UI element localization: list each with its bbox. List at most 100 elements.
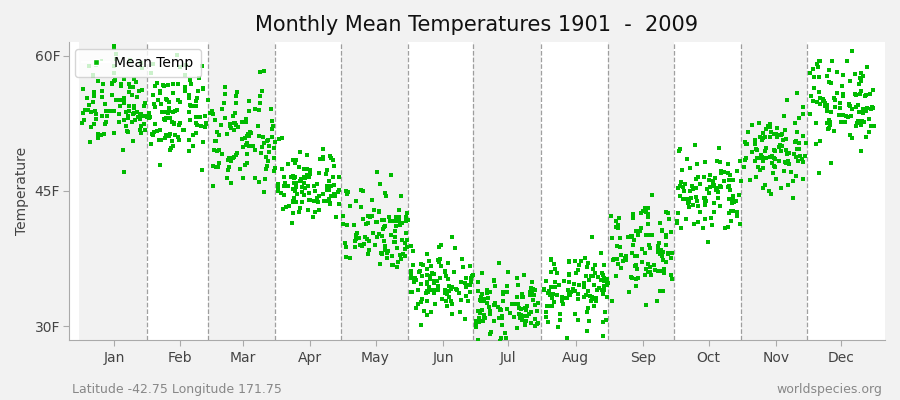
Point bbox=[380, 255, 394, 261]
Point bbox=[729, 209, 743, 216]
Point bbox=[431, 286, 446, 293]
Point bbox=[87, 108, 102, 114]
Point bbox=[292, 149, 307, 155]
Point bbox=[127, 110, 141, 116]
Point bbox=[307, 183, 321, 190]
Point bbox=[546, 290, 561, 297]
Point bbox=[166, 121, 181, 127]
Point bbox=[480, 290, 494, 296]
Point bbox=[218, 90, 232, 97]
Point bbox=[463, 289, 477, 296]
Point bbox=[651, 244, 665, 251]
Point bbox=[820, 73, 834, 79]
Point bbox=[626, 210, 640, 217]
Point bbox=[196, 139, 211, 145]
Point bbox=[424, 309, 438, 316]
Point bbox=[292, 205, 307, 211]
Point bbox=[698, 195, 713, 201]
Point bbox=[850, 102, 865, 108]
Point bbox=[676, 196, 690, 202]
Point bbox=[289, 191, 303, 197]
Point bbox=[155, 109, 169, 115]
Point bbox=[659, 259, 673, 266]
Point bbox=[122, 108, 136, 114]
Point bbox=[854, 70, 868, 76]
Point bbox=[445, 301, 459, 307]
Point bbox=[310, 196, 324, 202]
Point bbox=[158, 109, 172, 115]
Point bbox=[271, 185, 285, 191]
Point bbox=[832, 105, 847, 111]
Point bbox=[162, 104, 176, 111]
Point bbox=[806, 98, 820, 104]
Point bbox=[494, 307, 508, 313]
Point bbox=[673, 193, 688, 200]
Point bbox=[464, 277, 478, 284]
Point bbox=[119, 122, 133, 129]
Point bbox=[792, 115, 806, 122]
Point bbox=[555, 301, 570, 307]
Bar bbox=[742, 42, 806, 340]
Point bbox=[229, 99, 243, 106]
Point bbox=[248, 175, 262, 181]
Point bbox=[514, 314, 528, 320]
Point bbox=[665, 276, 680, 282]
Point bbox=[288, 174, 302, 181]
Point bbox=[320, 185, 334, 192]
Point bbox=[428, 287, 442, 294]
Point bbox=[210, 129, 224, 135]
Point bbox=[510, 294, 525, 300]
Point bbox=[87, 88, 102, 95]
Point bbox=[830, 68, 844, 75]
Point bbox=[725, 208, 740, 214]
Point bbox=[161, 82, 176, 88]
Point bbox=[634, 210, 648, 216]
Point bbox=[472, 310, 487, 316]
Point bbox=[508, 301, 522, 307]
Point bbox=[421, 288, 436, 295]
Point bbox=[774, 132, 788, 138]
Point bbox=[208, 137, 222, 144]
Point bbox=[167, 108, 182, 114]
Point bbox=[253, 100, 267, 106]
Point bbox=[130, 94, 145, 100]
Point bbox=[616, 257, 631, 264]
Point bbox=[651, 249, 665, 256]
Point bbox=[480, 287, 494, 293]
Point bbox=[86, 98, 100, 105]
Point bbox=[160, 108, 175, 115]
Point bbox=[288, 188, 302, 194]
Point bbox=[772, 158, 787, 164]
Point bbox=[469, 324, 483, 330]
Point bbox=[742, 176, 757, 183]
Point bbox=[192, 75, 206, 82]
Point bbox=[626, 274, 640, 281]
Point bbox=[581, 305, 596, 311]
Point bbox=[281, 183, 295, 190]
Point bbox=[123, 57, 138, 63]
Point bbox=[277, 180, 292, 186]
Point bbox=[441, 260, 455, 266]
Point bbox=[702, 190, 716, 196]
Point bbox=[693, 209, 707, 215]
Point bbox=[568, 310, 582, 317]
Point bbox=[297, 166, 311, 172]
Point bbox=[227, 154, 241, 160]
Point bbox=[844, 134, 859, 141]
Point bbox=[483, 329, 498, 335]
Point bbox=[321, 186, 336, 193]
Point bbox=[578, 254, 592, 261]
Point bbox=[500, 306, 514, 313]
Point bbox=[724, 217, 738, 224]
Point bbox=[858, 92, 872, 99]
Point bbox=[597, 278, 611, 284]
Point bbox=[610, 224, 625, 230]
Point bbox=[724, 208, 738, 214]
Point bbox=[685, 183, 699, 190]
Point bbox=[158, 83, 172, 90]
Point bbox=[725, 192, 740, 199]
Y-axis label: Temperature: Temperature bbox=[15, 147, 29, 235]
Point bbox=[568, 288, 582, 294]
Point bbox=[114, 83, 129, 90]
Point bbox=[823, 122, 837, 128]
